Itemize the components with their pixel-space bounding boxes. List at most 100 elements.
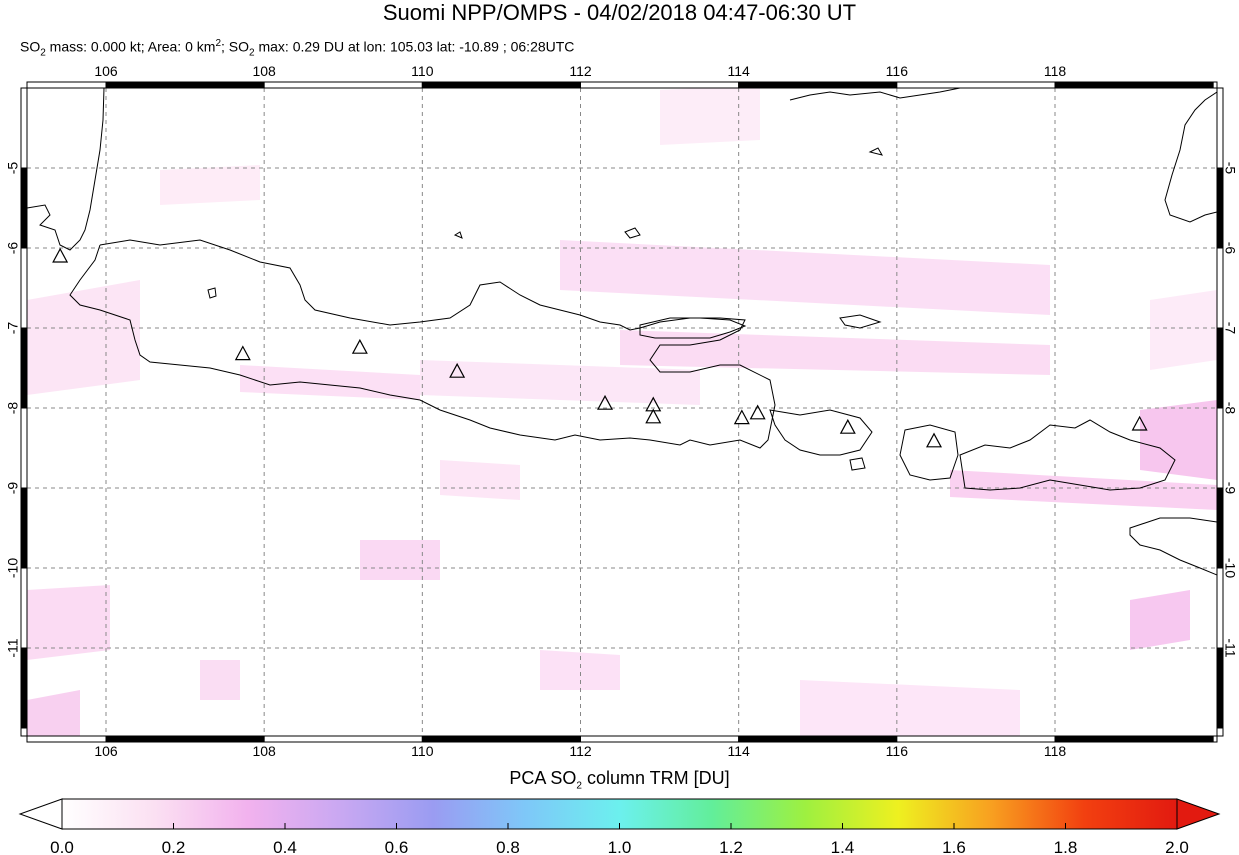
volcano-marker-3 (449, 362, 466, 378)
lat-tick-left--5: -5 (5, 162, 21, 175)
java-coast (69, 239, 776, 449)
lat-tick-left--9: -9 (5, 482, 21, 495)
frame-bar-left (20, 567, 28, 649)
frame-bar-right (1216, 87, 1224, 169)
frame-bar-top (421, 81, 582, 89)
madura-coast (639, 317, 747, 339)
lat-tick-right--8: -8 (1222, 402, 1238, 415)
frame-bar-right (1216, 167, 1224, 249)
frame-bar-left (20, 647, 28, 729)
frame-bar-top (1054, 81, 1214, 89)
so2-max-text: max: 0.29 DU at lon: 105.03 lat: -10.89 … (254, 38, 575, 55)
colorbar-label-2.0: 2.0 (1165, 838, 1189, 855)
lat-tick-left--7: -7 (5, 322, 21, 335)
mass-area-text: mass: 0.000 kt; Area: 0 km (45, 38, 216, 55)
lon-tick-bottom-114: 114 (728, 743, 751, 759)
colorbar-label-1.4: 1.4 (831, 838, 855, 855)
area-superscript: 2 (215, 38, 221, 49)
lat-tick-left--6: -6 (5, 242, 21, 255)
bawean-island (624, 227, 641, 239)
frame-bar-bottom (421, 735, 582, 743)
lat-tick-right--7: -7 (1222, 322, 1238, 335)
frame-bar-bottom (105, 735, 265, 743)
lon-tick-top-106: 106 (94, 63, 118, 79)
lon-tick-top-112: 112 (569, 63, 592, 79)
lombok-coast (899, 424, 959, 481)
coastlines (27, 88, 1217, 576)
lon-tick-bottom-112: 112 (569, 743, 592, 759)
frame-bar-right (1216, 727, 1224, 737)
frame-bar-top (1212, 81, 1218, 89)
volcano-marker-2 (351, 338, 368, 354)
frame-bar-top (105, 81, 265, 89)
frame-bar-right (1216, 247, 1224, 329)
colorbar-label-1.6: 1.6 (942, 838, 966, 855)
map-title: Suomi NPP/OMPS - 04/02/2018 04:47-06:30 … (382, 0, 857, 25)
lat-tick-left--10: -10 (5, 558, 21, 578)
colorbar-label-1.0: 1.0 (608, 838, 632, 855)
frame-bar-top (738, 81, 898, 89)
colorbar-title-prefix: PCA SO (509, 768, 577, 788)
colorbar-label-0.4: 0.4 (273, 838, 297, 855)
colorbar-title-suffix: column TRM [DU] (581, 768, 730, 788)
sumbawa-coast (959, 419, 1176, 491)
colorbar-label-0.8: 0.8 (496, 838, 520, 855)
colorbar-label-1.2: 1.2 (719, 838, 743, 855)
volcano-marker-9 (839, 418, 856, 434)
volcano-marker-6 (645, 408, 662, 424)
frame-bar-left (20, 167, 28, 249)
lon-tick-top-110: 110 (411, 63, 434, 79)
frame-bar-left (20, 247, 28, 329)
colorbar-high-arrow (1176, 798, 1221, 830)
so2-max-label: ; SO (221, 38, 250, 55)
map-frame (20, 81, 1224, 743)
frame-bar-bottom (738, 735, 898, 743)
frame-bar-right (1216, 647, 1224, 729)
lon-tick-bottom-106: 106 (94, 743, 118, 759)
frame-bar-bottom (1212, 735, 1218, 743)
frame-bar-bottom (26, 735, 107, 743)
lat-tick-right--6: -6 (1222, 242, 1238, 255)
frame-bar-bottom (263, 735, 423, 743)
frame-bar-right (1216, 567, 1224, 649)
frame-bar-left (20, 727, 28, 737)
lon-tick-bottom-108: 108 (252, 743, 276, 759)
lat-tick-right--11: -11 (1222, 638, 1238, 657)
frame-bar-top (896, 81, 1056, 89)
frame-bar-left (20, 327, 28, 409)
frame-bar-left (20, 487, 28, 569)
volcano-marker-8 (749, 404, 766, 420)
colorbar-label-0.0: 0.0 (50, 838, 74, 855)
frame-bar-right (1216, 327, 1224, 409)
frame-bar-right (1216, 407, 1224, 489)
sumatra-coast (27, 88, 105, 251)
kangean-island (839, 314, 882, 329)
volcano-marker-10 (925, 432, 943, 448)
lon-tick-top-118: 118 (1044, 63, 1067, 79)
so2-label: SO (20, 38, 41, 55)
lat-tick-right--10: -10 (1222, 558, 1238, 578)
so2-subscript: 2 (40, 47, 46, 59)
colorbar-label-0.2: 0.2 (162, 838, 186, 855)
small-islet (207, 287, 217, 299)
lat-tick-right--5: -5 (1222, 162, 1238, 175)
colorbar: 0.0 0.2 0.4 0.6 0.8 1.0 1.2 1.4 1.6 1.8 2.0 (18, 798, 1221, 855)
frame-bar-left (20, 407, 28, 489)
lon-tick-top-116: 116 (886, 63, 909, 79)
frame-bar-top (580, 81, 740, 89)
nusa-penida-island (849, 457, 866, 471)
karimunjawa-island (453, 231, 463, 239)
volcano-marker-1 (234, 345, 251, 361)
masalembu-island (868, 147, 884, 156)
colorbar-label-0.6: 0.6 (385, 838, 409, 855)
lon-tick-bottom-118: 118 (1044, 743, 1067, 759)
lon-tick-top-114: 114 (728, 63, 751, 79)
volcano-marker-7 (733, 409, 750, 425)
volcano-marker-0 (52, 247, 69, 263)
so2-field (27, 88, 1217, 736)
frame-bar-top (26, 81, 107, 89)
bali-coast (769, 409, 873, 456)
frame-bar-bottom (1054, 735, 1214, 743)
graticule (27, 88, 1217, 736)
